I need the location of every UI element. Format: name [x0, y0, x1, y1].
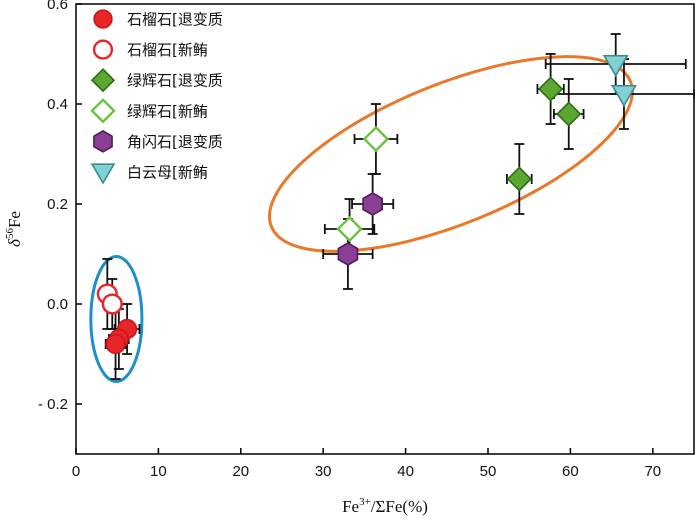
x-tick-label: 30	[315, 463, 332, 480]
legend-label: 白云母[新鲔	[127, 164, 208, 182]
axis-layer: 0 10 20 30 40 50 60 70 - 0.2 0.0 0.2 0.4 0.6	[38, 0, 661, 480]
y-tick-label: 0.4	[47, 96, 68, 113]
annotation-layer	[89, 55, 634, 383]
plot-frame	[75, 3, 695, 455]
data-point	[90, 98, 116, 124]
marker-layer	[96, 54, 637, 355]
data-point	[90, 163, 116, 185]
data-point	[92, 39, 114, 60]
data-point	[93, 130, 113, 153]
legend-label: 石榴石[退变质	[127, 11, 223, 29]
legend-label: 石榴石[新鲔	[127, 41, 208, 59]
data-point	[602, 54, 629, 78]
y-tick-label: 0.2	[47, 196, 68, 213]
x-tick-label: 60	[562, 463, 579, 480]
data-point	[362, 192, 383, 216]
data-point	[93, 9, 113, 29]
cluster-ellipse	[267, 55, 634, 253]
y-tick-label: 0.0	[47, 296, 68, 313]
x-tick-label: 0	[72, 463, 80, 480]
x-tick-label: 10	[150, 463, 167, 480]
data-point	[101, 293, 123, 315]
data-point	[336, 215, 363, 243]
x-tick-label: 50	[480, 463, 497, 480]
data-point	[337, 242, 359, 266]
x-axis-title: Fe3+/ΣFe(%)	[342, 496, 428, 516]
data-point	[611, 84, 637, 108]
data-point	[556, 101, 582, 127]
y-tick-label: - 0.2	[38, 396, 68, 413]
legend-label: 角闪石[退变质	[127, 133, 223, 151]
y-axis-title: δ56Fe	[4, 211, 24, 247]
x-tick-label: 40	[397, 463, 414, 480]
data-point	[506, 166, 532, 192]
data-point	[537, 76, 564, 102]
data-point	[105, 333, 126, 355]
cluster-ellipse	[89, 255, 144, 383]
y-tick-label: 0.6	[47, 0, 68, 13]
legend-label: 绿辉石[新鲔	[127, 102, 208, 120]
x-tick-label: 20	[232, 463, 249, 480]
x-tick-label: 70	[644, 463, 661, 480]
data-point	[90, 68, 116, 93]
data-point	[362, 125, 390, 153]
legend-label: 绿辉石[退变质	[127, 72, 223, 90]
